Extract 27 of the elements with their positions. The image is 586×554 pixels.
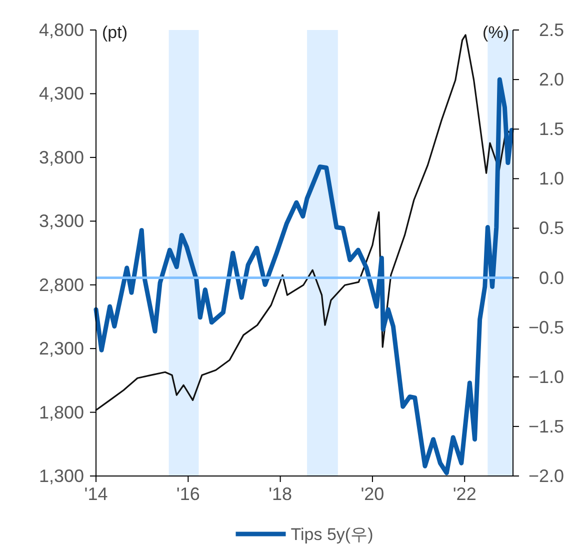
x-tick-label: '22 <box>452 484 476 504</box>
y2-tick-label: −1.0 <box>528 366 564 387</box>
y-axis-title: (pt) <box>102 23 128 42</box>
y2-tick-label: −1.5 <box>528 416 564 436</box>
y2-tick-label: 0.5 <box>538 218 564 238</box>
x-tick-label: '14 <box>84 484 108 504</box>
y-tick-label: 4,800 <box>38 20 84 40</box>
y-tick-label: 1,300 <box>38 466 84 486</box>
y-tick-label: 2,800 <box>38 274 84 295</box>
y2-tick-label: −2.0 <box>528 466 564 486</box>
x-tick-label: '18 <box>268 484 292 504</box>
x-tick-label: '20 <box>360 484 384 504</box>
y2-tick-label: 1.0 <box>538 168 564 189</box>
y2-tick-label: −0.5 <box>528 317 564 338</box>
y-tick-label: 3,300 <box>38 211 84 232</box>
y-tick-label: 3,800 <box>38 147 84 168</box>
y2-tick-label: 2.0 <box>538 70 564 90</box>
y2-tick-label: 0.0 <box>538 268 564 288</box>
y-tick-label: 1,800 <box>38 402 84 422</box>
y2-axis-title: (%) <box>482 23 509 42</box>
x-tick-label: '16 <box>176 484 200 504</box>
y2-tick-label: 2.5 <box>538 20 564 40</box>
line-series <box>94 77 514 476</box>
y2-tick-label: 1.5 <box>538 119 564 140</box>
y-tick-label: 2,300 <box>38 338 84 359</box>
y-tick-label: 4,300 <box>38 84 84 104</box>
legend-label: Tips 5y(우) <box>290 525 374 544</box>
